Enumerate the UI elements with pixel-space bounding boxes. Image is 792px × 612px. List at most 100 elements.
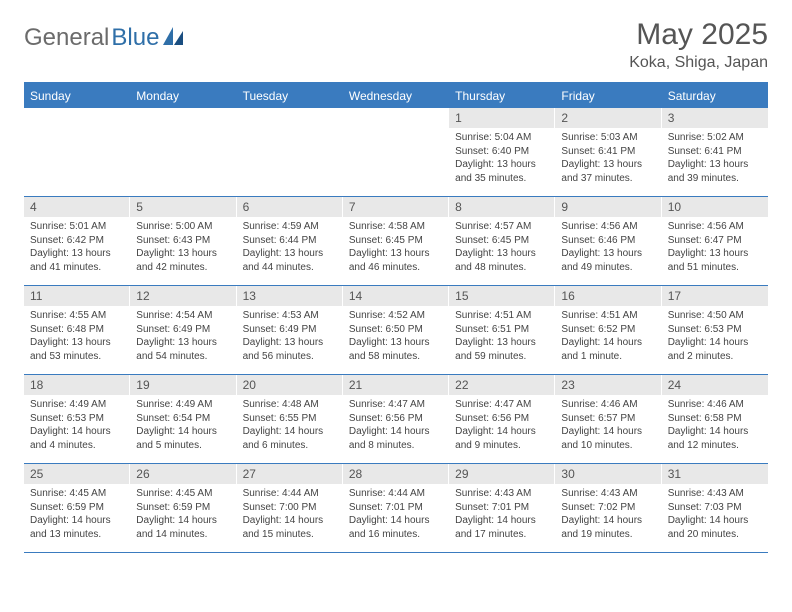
day-cell: 1Sunrise: 5:04 AMSunset: 6:40 PMDaylight… xyxy=(449,108,555,196)
week-row: 11Sunrise: 4:55 AMSunset: 6:48 PMDayligh… xyxy=(24,286,768,375)
day-cell: 5Sunrise: 5:00 AMSunset: 6:43 PMDaylight… xyxy=(130,197,236,285)
sunrise-text: Sunrise: 4:47 AM xyxy=(455,398,549,412)
day-header-cell: Monday xyxy=(130,84,236,108)
sunrise-text: Sunrise: 4:43 AM xyxy=(561,487,655,501)
sunset-text: Sunset: 7:01 PM xyxy=(349,501,443,515)
day-number: 22 xyxy=(449,375,555,395)
day-cell: 12Sunrise: 4:54 AMSunset: 6:49 PMDayligh… xyxy=(130,286,236,374)
sunrise-text: Sunrise: 4:45 AM xyxy=(30,487,124,501)
day-number: 2 xyxy=(555,108,661,128)
day-number xyxy=(343,108,449,128)
sunrise-text: Sunrise: 4:55 AM xyxy=(30,309,124,323)
weeks-container: 1Sunrise: 5:04 AMSunset: 6:40 PMDaylight… xyxy=(24,108,768,553)
day-cell: 13Sunrise: 4:53 AMSunset: 6:49 PMDayligh… xyxy=(237,286,343,374)
sunset-text: Sunset: 6:52 PM xyxy=(561,323,655,337)
sunset-text: Sunset: 6:49 PM xyxy=(136,323,230,337)
day-body: Sunrise: 4:44 AMSunset: 7:00 PMDaylight:… xyxy=(237,484,343,546)
sunset-text: Sunset: 7:00 PM xyxy=(243,501,337,515)
sunset-text: Sunset: 7:03 PM xyxy=(668,501,762,515)
day-body: Sunrise: 4:52 AMSunset: 6:50 PMDaylight:… xyxy=(343,306,449,368)
daylight-text-1: Daylight: 14 hours xyxy=(243,425,337,439)
day-cell: 28Sunrise: 4:44 AMSunset: 7:01 PMDayligh… xyxy=(343,464,449,552)
sunrise-text: Sunrise: 4:46 AM xyxy=(668,398,762,412)
day-body: Sunrise: 4:49 AMSunset: 6:53 PMDaylight:… xyxy=(24,395,130,457)
daylight-text-1: Daylight: 13 hours xyxy=(668,158,762,172)
day-number: 25 xyxy=(24,464,130,484)
daylight-text-2: and 37 minutes. xyxy=(561,172,655,186)
day-body: Sunrise: 4:51 AMSunset: 6:52 PMDaylight:… xyxy=(555,306,661,368)
daylight-text-2: and 58 minutes. xyxy=(349,350,443,364)
day-cell: 17Sunrise: 4:50 AMSunset: 6:53 PMDayligh… xyxy=(662,286,768,374)
daylight-text-2: and 14 minutes. xyxy=(136,528,230,542)
day-number: 28 xyxy=(343,464,449,484)
sunrise-text: Sunrise: 4:49 AM xyxy=(30,398,124,412)
sunrise-text: Sunrise: 4:49 AM xyxy=(136,398,230,412)
daylight-text-2: and 1 minute. xyxy=(561,350,655,364)
day-number: 26 xyxy=(130,464,236,484)
day-number: 31 xyxy=(662,464,768,484)
day-cell: 6Sunrise: 4:59 AMSunset: 6:44 PMDaylight… xyxy=(237,197,343,285)
day-number: 17 xyxy=(662,286,768,306)
day-number: 27 xyxy=(237,464,343,484)
sunset-text: Sunset: 6:45 PM xyxy=(349,234,443,248)
daylight-text-2: and 53 minutes. xyxy=(30,350,124,364)
daylight-text-1: Daylight: 14 hours xyxy=(30,514,124,528)
day-cell xyxy=(24,108,130,196)
daylight-text-1: Daylight: 13 hours xyxy=(668,247,762,261)
day-cell: 2Sunrise: 5:03 AMSunset: 6:41 PMDaylight… xyxy=(555,108,661,196)
header: GeneralBlue May 2025 Koka, Shiga, Japan xyxy=(24,18,768,72)
day-number: 19 xyxy=(130,375,236,395)
daylight-text-2: and 9 minutes. xyxy=(455,439,549,453)
day-number: 7 xyxy=(343,197,449,217)
daylight-text-2: and 49 minutes. xyxy=(561,261,655,275)
day-body: Sunrise: 5:02 AMSunset: 6:41 PMDaylight:… xyxy=(662,128,768,190)
day-header-cell: Friday xyxy=(555,84,661,108)
logo-sail-icon xyxy=(163,27,185,50)
daylight-text-2: and 13 minutes. xyxy=(30,528,124,542)
daylight-text-1: Daylight: 13 hours xyxy=(561,158,655,172)
daylight-text-1: Daylight: 13 hours xyxy=(136,336,230,350)
sunrise-text: Sunrise: 5:02 AM xyxy=(668,131,762,145)
day-number xyxy=(130,108,236,128)
sunrise-text: Sunrise: 4:51 AM xyxy=(561,309,655,323)
daylight-text-2: and 2 minutes. xyxy=(668,350,762,364)
day-number: 16 xyxy=(555,286,661,306)
daylight-text-1: Daylight: 14 hours xyxy=(668,514,762,528)
logo-text-2: Blue xyxy=(111,24,159,52)
daylight-text-2: and 48 minutes. xyxy=(455,261,549,275)
sunset-text: Sunset: 6:41 PM xyxy=(561,145,655,159)
sunset-text: Sunset: 6:41 PM xyxy=(668,145,762,159)
daylight-text-1: Daylight: 13 hours xyxy=(455,247,549,261)
day-body: Sunrise: 4:54 AMSunset: 6:49 PMDaylight:… xyxy=(130,306,236,368)
daylight-text-1: Daylight: 13 hours xyxy=(30,336,124,350)
daylight-text-1: Daylight: 14 hours xyxy=(561,336,655,350)
sunrise-text: Sunrise: 4:52 AM xyxy=(349,309,443,323)
day-cell: 7Sunrise: 4:58 AMSunset: 6:45 PMDaylight… xyxy=(343,197,449,285)
daylight-text-2: and 17 minutes. xyxy=(455,528,549,542)
sunset-text: Sunset: 6:40 PM xyxy=(455,145,549,159)
day-number: 8 xyxy=(449,197,555,217)
daylight-text-2: and 4 minutes. xyxy=(30,439,124,453)
daylight-text-2: and 8 minutes. xyxy=(349,439,443,453)
sunset-text: Sunset: 6:53 PM xyxy=(30,412,124,426)
day-cell: 21Sunrise: 4:47 AMSunset: 6:56 PMDayligh… xyxy=(343,375,449,463)
day-header-cell: Sunday xyxy=(24,84,130,108)
calendar: SundayMondayTuesdayWednesdayThursdayFrid… xyxy=(24,82,768,553)
sunrise-text: Sunrise: 4:53 AM xyxy=(243,309,337,323)
day-body: Sunrise: 4:47 AMSunset: 6:56 PMDaylight:… xyxy=(449,395,555,457)
day-number: 14 xyxy=(343,286,449,306)
day-body: Sunrise: 5:04 AMSunset: 6:40 PMDaylight:… xyxy=(449,128,555,190)
day-body: Sunrise: 4:44 AMSunset: 7:01 PMDaylight:… xyxy=(343,484,449,546)
daylight-text-1: Daylight: 13 hours xyxy=(243,247,337,261)
daylight-text-2: and 6 minutes. xyxy=(243,439,337,453)
daylight-text-1: Daylight: 13 hours xyxy=(243,336,337,350)
daylight-text-1: Daylight: 14 hours xyxy=(243,514,337,528)
logo: GeneralBlue xyxy=(24,24,185,52)
sunset-text: Sunset: 6:57 PM xyxy=(561,412,655,426)
day-number: 6 xyxy=(237,197,343,217)
week-row: 25Sunrise: 4:45 AMSunset: 6:59 PMDayligh… xyxy=(24,464,768,553)
day-body: Sunrise: 4:50 AMSunset: 6:53 PMDaylight:… xyxy=(662,306,768,368)
day-body: Sunrise: 4:49 AMSunset: 6:54 PMDaylight:… xyxy=(130,395,236,457)
day-number: 10 xyxy=(662,197,768,217)
daylight-text-1: Daylight: 14 hours xyxy=(668,425,762,439)
